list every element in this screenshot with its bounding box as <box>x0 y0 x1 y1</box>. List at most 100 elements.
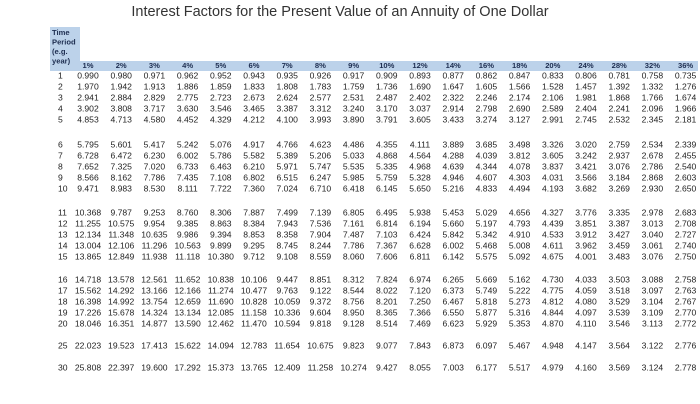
factor: 2.763 <box>675 285 697 295</box>
factor: 7.161 <box>343 218 365 228</box>
factor: 0.952 <box>210 70 232 80</box>
factor: 3.037 <box>409 103 431 113</box>
factor: 3.170 <box>376 103 398 113</box>
factor: 0.862 <box>476 70 498 80</box>
factor: 15.562 <box>75 285 102 295</box>
factor: 2.246 <box>476 92 498 102</box>
factor: 3.459 <box>608 240 630 250</box>
factor: 3.546 <box>210 103 232 113</box>
factor: 3.546 <box>608 318 630 328</box>
factor: 8.384 <box>243 218 265 228</box>
factor: 3.685 <box>476 139 498 149</box>
factor: 6.373 <box>442 285 464 295</box>
factor: 1.886 <box>177 81 199 91</box>
factor: 14.292 <box>108 285 135 295</box>
factor: 9.604 <box>310 307 332 317</box>
factor: 13.590 <box>174 318 201 328</box>
factor: 8.745 <box>276 240 298 250</box>
factor: 10.563 <box>174 240 201 250</box>
factor: 3.851 <box>575 218 597 228</box>
factor: 5.222 <box>509 285 531 295</box>
factor: 7.360 <box>243 183 265 193</box>
rate-header: 2% <box>116 61 127 70</box>
period: 15 <box>58 251 68 261</box>
factor: 7.943 <box>276 218 298 228</box>
factor: 6.728 <box>77 150 99 160</box>
factor: 6.467 <box>442 296 464 306</box>
factor: 3.335 <box>608 207 630 217</box>
factor: 8.950 <box>343 307 365 317</box>
factor: 7.487 <box>343 229 365 239</box>
factor: 7.250 <box>409 296 431 306</box>
factor: 6.418 <box>343 183 365 193</box>
factor: 7.652 <box>77 161 99 171</box>
factor: 3.630 <box>177 103 199 113</box>
factor: 3.566 <box>575 172 597 182</box>
factor: 3.240 <box>343 103 365 113</box>
factor: 5.206 <box>310 150 332 160</box>
factor: 5.650 <box>409 183 431 193</box>
factor: 3.717 <box>144 103 166 113</box>
factor: 5.786 <box>210 150 232 160</box>
factor: 2.106 <box>542 92 564 102</box>
factor: 2.534 <box>642 139 664 149</box>
factor: 1.970 <box>77 81 99 91</box>
factor: 5.353 <box>509 318 531 328</box>
factor: 12.659 <box>174 296 201 306</box>
factor: 6.733 <box>177 161 199 171</box>
factor: 5.008 <box>509 240 531 250</box>
factor: 3.483 <box>608 251 630 261</box>
period-header: (e.g. <box>52 47 68 56</box>
factor: 11.470 <box>241 318 267 328</box>
factor: 5.273 <box>509 296 531 306</box>
period: 20 <box>58 318 68 328</box>
factor: 7.120 <box>409 285 431 295</box>
factor: 18.046 <box>75 318 102 328</box>
rate-header: 8% <box>315 61 326 70</box>
factor: 3.097 <box>642 285 664 295</box>
factor: 5.842 <box>442 229 464 239</box>
factor: 4.607 <box>476 172 498 182</box>
factor: 5.747 <box>310 161 332 171</box>
factor: 14.877 <box>141 318 168 328</box>
factor: 7.887 <box>243 207 265 217</box>
factor: 6.550 <box>442 307 464 317</box>
period: 6 <box>58 139 63 149</box>
factor: 11.158 <box>241 307 267 317</box>
factor: 10.336 <box>274 307 301 317</box>
period: 30 <box>58 362 68 372</box>
period: 2 <box>58 81 63 91</box>
factor: 3.902 <box>77 103 99 113</box>
factor: 8.162 <box>110 172 132 182</box>
factor: 2.868 <box>642 172 664 182</box>
factor: 13.754 <box>141 296 168 306</box>
factor: 9.385 <box>177 218 199 228</box>
factor: 6.145 <box>376 183 398 193</box>
factor: 7.843 <box>409 340 431 350</box>
factor: 15.373 <box>208 362 235 372</box>
period: 13 <box>58 229 68 239</box>
rate-header: 36% <box>678 61 693 70</box>
factor: 3.912 <box>575 229 597 239</box>
factor: 3.808 <box>110 103 132 113</box>
factor: 9.447 <box>276 274 298 284</box>
factor: 5.582 <box>243 150 265 160</box>
factor: 5.328 <box>409 172 431 182</box>
factor: 6.002 <box>177 150 199 160</box>
factor: 9.818 <box>310 318 332 328</box>
factor: 4.078 <box>509 161 531 171</box>
factor: 12.134 <box>75 229 102 239</box>
factor: 17.226 <box>75 307 102 317</box>
factor: 3.837 <box>542 161 564 171</box>
factor: 7.435 <box>177 172 199 182</box>
rate-header: 32% <box>645 61 660 70</box>
factor: 4.611 <box>542 240 563 250</box>
period-header: year) <box>52 57 71 66</box>
factor: 3.076 <box>608 161 630 171</box>
factor: 7.367 <box>376 240 398 250</box>
factor: 5.029 <box>476 207 498 217</box>
factor: 3.312 <box>310 103 332 113</box>
factor: 6.002 <box>442 240 464 250</box>
factor: 12.561 <box>141 274 168 284</box>
factor: 5.971 <box>276 161 298 171</box>
